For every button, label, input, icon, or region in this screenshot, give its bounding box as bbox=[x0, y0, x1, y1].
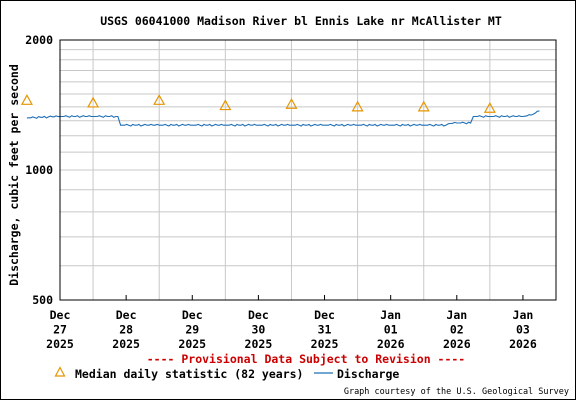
x-tick-label: 2025 bbox=[178, 337, 206, 351]
x-tick-label: 02 bbox=[450, 323, 464, 337]
x-tick-label: 2026 bbox=[443, 337, 471, 351]
legend-median-label: Median daily statistic (82 years) bbox=[75, 367, 303, 381]
y-tick-label: 1000 bbox=[25, 163, 53, 177]
x-tick-label: 2025 bbox=[245, 337, 273, 351]
x-tick-label: 30 bbox=[251, 323, 265, 337]
y-tick-label: 2000 bbox=[25, 33, 53, 47]
x-tick-label: 27 bbox=[53, 323, 67, 337]
x-tick-label: 03 bbox=[516, 323, 530, 337]
x-tick-label: 2025 bbox=[112, 337, 140, 351]
median-triangle-marker bbox=[285, 97, 298, 109]
data-series bbox=[20, 94, 540, 127]
median-triangle-marker bbox=[20, 94, 33, 105]
discharge-line bbox=[26, 110, 540, 127]
median-triangle-marker bbox=[483, 102, 496, 113]
median-triangle-marker bbox=[153, 94, 166, 105]
provisional-notice: ---- Provisional Data Subject to Revisio… bbox=[147, 352, 466, 366]
x-tick-label: 2026 bbox=[509, 337, 537, 351]
legend-discharge-label: Discharge bbox=[337, 367, 399, 381]
x-tick-label: 01 bbox=[384, 323, 398, 337]
x-tick-label: Dec bbox=[182, 308, 203, 322]
axis-tick-labels: Dec272025Dec282025Dec292025Dec302025Dec3… bbox=[25, 33, 537, 351]
grid-lines bbox=[59, 40, 556, 300]
median-triangle-marker bbox=[417, 100, 430, 112]
x-tick-label: Jan bbox=[446, 308, 467, 322]
x-tick-label: 2025 bbox=[311, 337, 339, 351]
x-tick-label: 31 bbox=[318, 323, 332, 337]
x-tick-label: 2026 bbox=[377, 337, 405, 351]
x-tick-label: Dec bbox=[248, 308, 269, 322]
x-tick-label: 29 bbox=[185, 323, 199, 337]
plot-area-border bbox=[59, 39, 557, 301]
x-tick-label: Dec bbox=[116, 308, 137, 322]
median-triangle-marker bbox=[219, 99, 232, 111]
x-tick-label: Dec bbox=[50, 308, 71, 322]
chart-title: USGS 06041000 Madison River bl Ennis Lak… bbox=[100, 14, 502, 28]
y-axis-label: Discharge, cubic feet per second bbox=[7, 64, 21, 286]
median-triangle-marker bbox=[87, 96, 100, 108]
x-tick-label: 2025 bbox=[46, 337, 74, 351]
usgs-credit: Graph courtesy of the U.S. Geological Su… bbox=[344, 387, 569, 397]
x-tick-label: Dec bbox=[314, 308, 335, 322]
y-tick-label: 500 bbox=[32, 293, 53, 307]
median-triangle-legend-icon bbox=[54, 366, 66, 377]
x-tick-label: Jan bbox=[513, 308, 534, 322]
x-tick-label: Jan bbox=[380, 308, 401, 322]
median-triangle-marker bbox=[351, 100, 364, 112]
x-tick-label: 28 bbox=[119, 323, 133, 337]
